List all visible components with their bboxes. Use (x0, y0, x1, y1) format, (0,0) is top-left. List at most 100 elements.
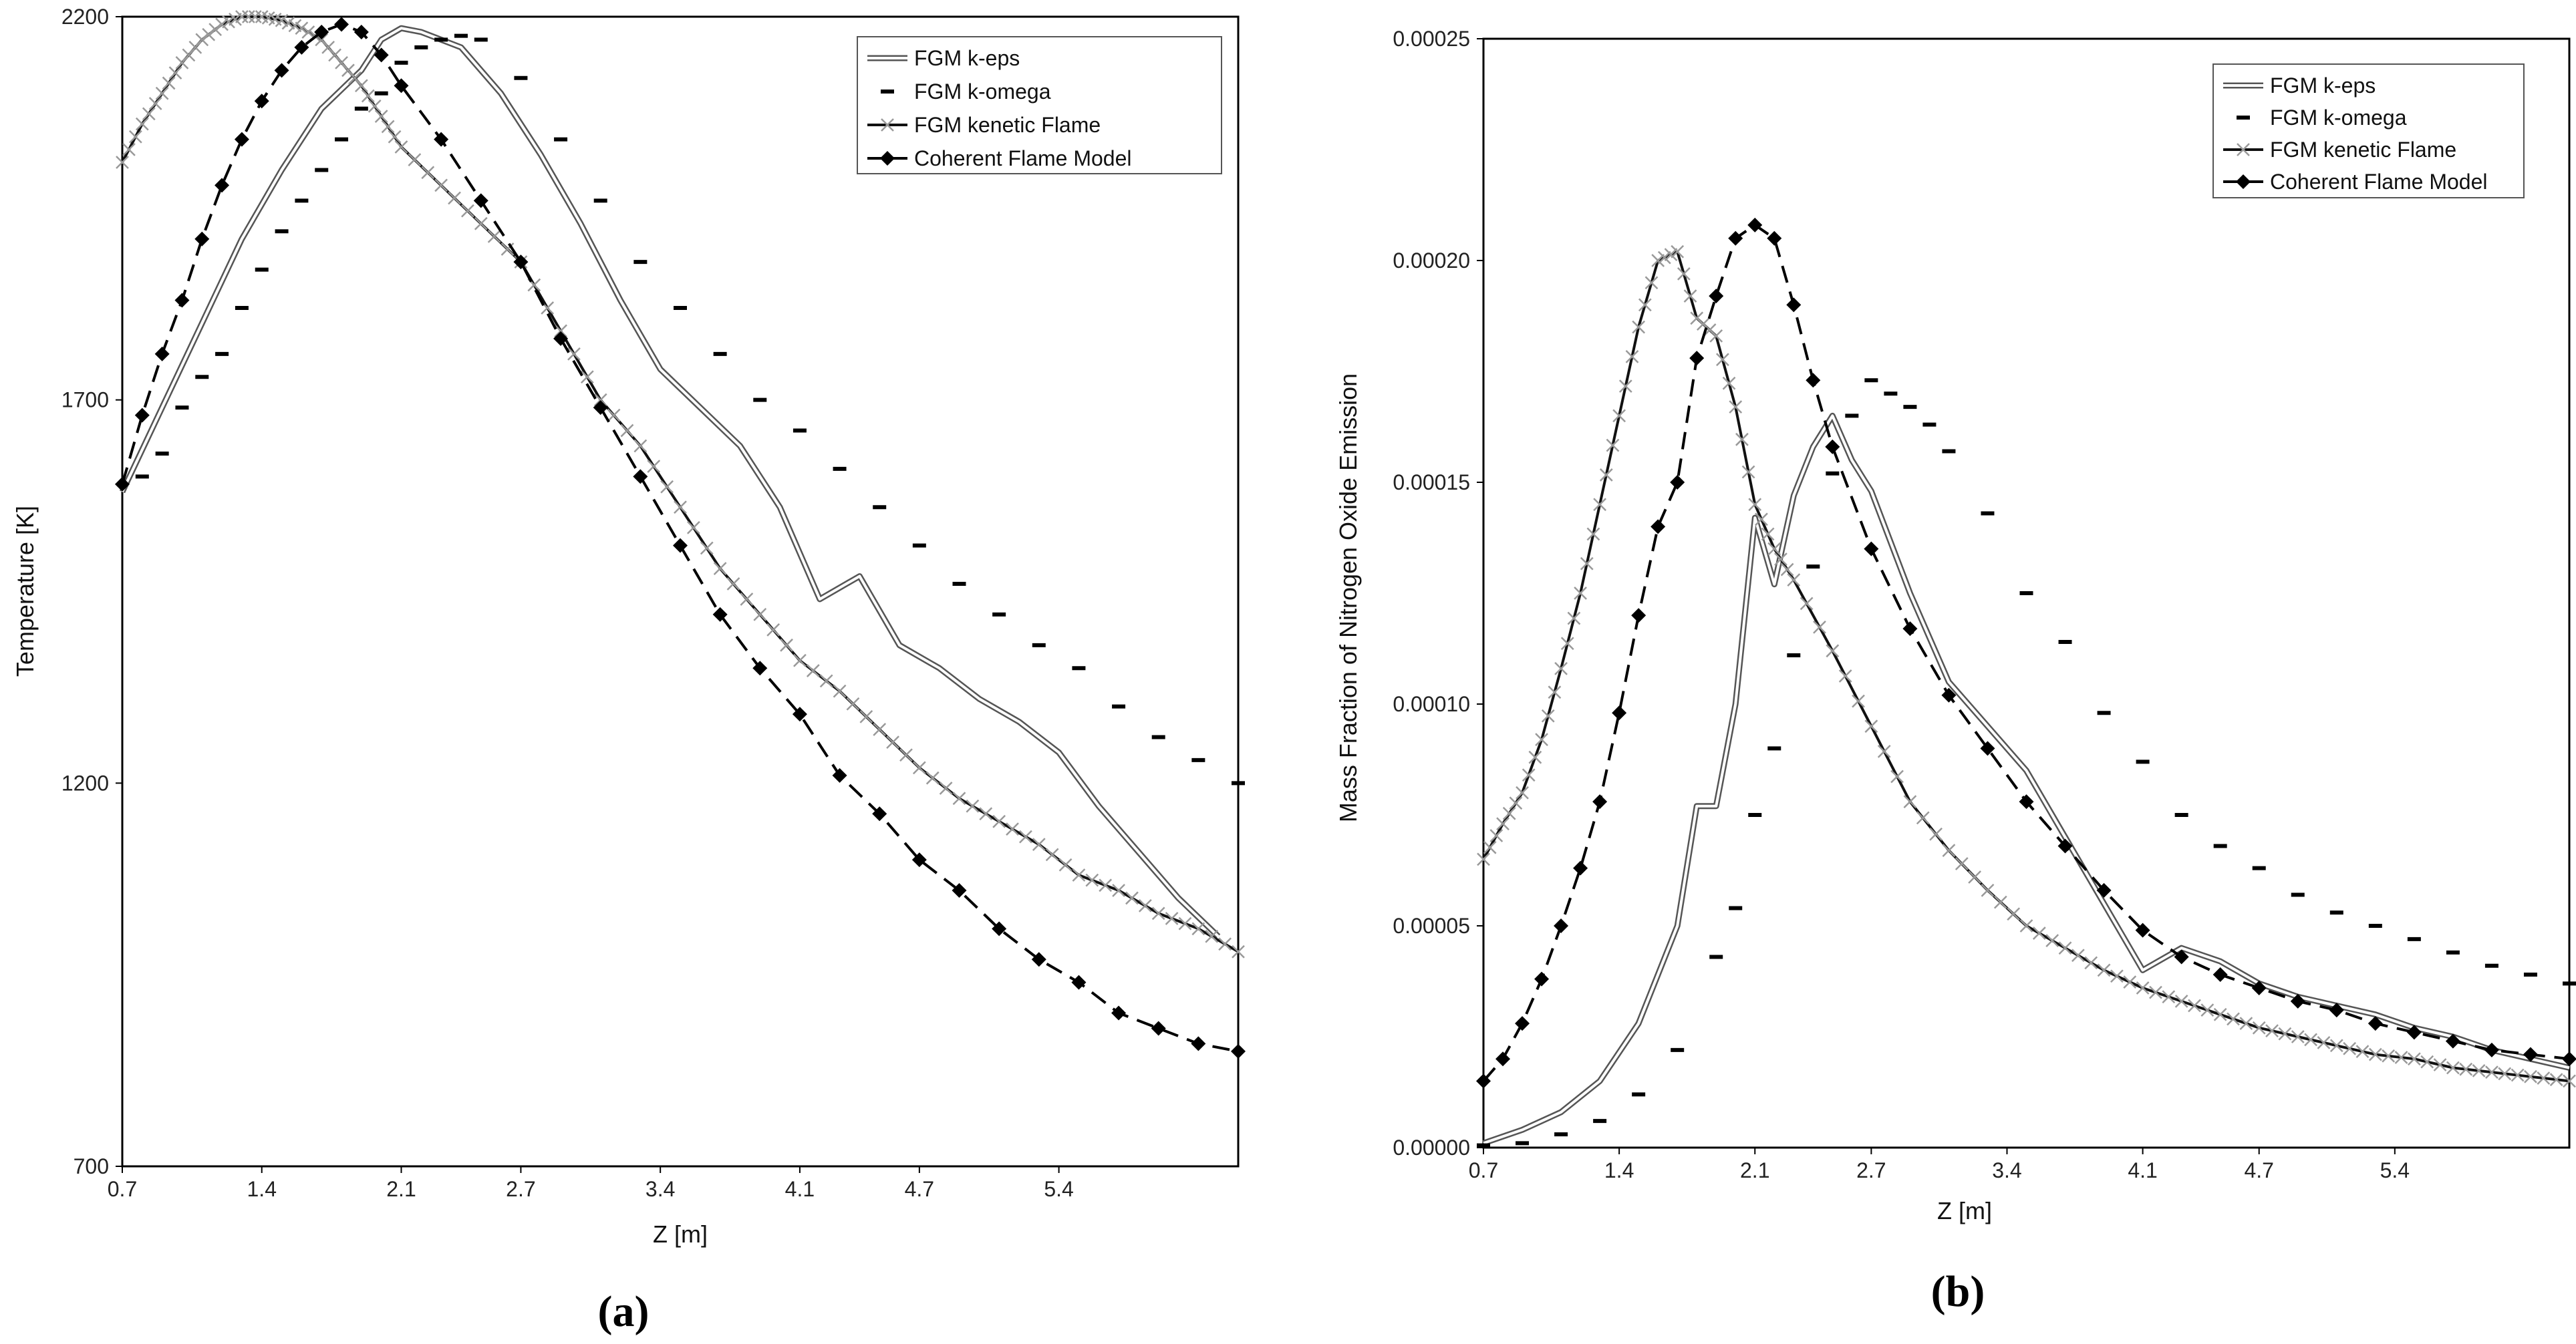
data-point (2329, 1003, 2344, 1018)
data-point (752, 661, 768, 676)
data-point (2523, 1047, 2538, 1062)
data-point (2019, 794, 2034, 810)
series-fgm-kenetic-flame (116, 10, 1245, 959)
data-point (1599, 468, 1613, 482)
data-point (1111, 1005, 1127, 1021)
data-point (1786, 297, 1802, 313)
legend-item: Coherent Flame Model (2223, 170, 2487, 194)
data-point (155, 86, 169, 100)
x-tick-label: 2.1 (1740, 1158, 1769, 1182)
panel-label-a: (a) (598, 1287, 650, 1336)
x-tick-label: 3.4 (1992, 1158, 2021, 1182)
legend-marker (881, 118, 894, 132)
data-point (1031, 952, 1046, 967)
data-point (2459, 1062, 2473, 1076)
data-point (1806, 373, 1821, 388)
legend-item: FGM kenetic Flame (2223, 138, 2456, 162)
data-point (334, 17, 349, 32)
data-point (673, 538, 688, 553)
data-point (2485, 1065, 2498, 1079)
data-point (1548, 685, 1562, 699)
data-point (1554, 918, 1569, 933)
data-point (1496, 817, 1510, 831)
series-fgm-k-eps (119, 25, 1221, 939)
panel-label-b: (b) (1931, 1267, 1985, 1316)
data-point (2251, 980, 2267, 995)
legend-box-a (857, 36, 1222, 174)
y-axis-label-b: Mass Fraction of Nitrogen Oxide Emission (1334, 373, 1362, 822)
data-point (2445, 1033, 2460, 1049)
data-point (135, 117, 149, 131)
data-point (1535, 733, 1548, 747)
legend-b: FGM k-eps FGM k-omega FGM kenetic Flame Coh… (2212, 63, 2525, 198)
series-fgm-k-eps (1482, 412, 2571, 1146)
data-point (1689, 351, 1705, 366)
data-point (1625, 349, 1639, 363)
data-point (1477, 852, 1490, 866)
data-point (2446, 1061, 2460, 1075)
data-point (806, 664, 820, 677)
data-point (1534, 971, 1550, 987)
data-point (952, 882, 967, 898)
data-point (1741, 465, 1755, 479)
data-point (194, 231, 210, 246)
plot-area-a (121, 15, 1240, 1168)
data-point (1125, 891, 1139, 905)
data-point (686, 521, 700, 534)
data-point (753, 608, 767, 621)
data-point (421, 166, 435, 180)
legend-label: FGM kenetic Flame (914, 113, 1101, 137)
data-point (1483, 840, 1497, 854)
data-point (388, 130, 402, 144)
data-point (925, 771, 940, 785)
data-point (1071, 975, 1087, 990)
data-point (1980, 741, 1995, 756)
y-axis-label-a: Temperature [K] (11, 506, 39, 677)
x-tick-label: 5.4 (2380, 1158, 2410, 1182)
data-point (174, 293, 190, 308)
data-point (2227, 1012, 2240, 1026)
data-point (1593, 498, 1606, 512)
legend-label: Coherent Flame Model (914, 146, 1131, 170)
data-point (1709, 289, 1724, 304)
data-point (1670, 475, 1685, 490)
data-point (474, 216, 488, 230)
data-point (1151, 906, 1165, 920)
data-point (2174, 949, 2189, 965)
data-point (886, 735, 899, 749)
data-point (1787, 573, 1801, 586)
data-point (2007, 907, 2021, 921)
data-point (2355, 1045, 2370, 1059)
data-point (1032, 838, 1046, 852)
data-point (1716, 353, 1729, 367)
data-point (1890, 770, 1904, 784)
data-point (2213, 1007, 2227, 1021)
data-point (394, 140, 408, 154)
series-line (121, 15, 1239, 953)
legend-label: FGM k-eps (2270, 73, 2376, 98)
data-point (1232, 945, 1245, 959)
data-point (434, 132, 449, 147)
data-point (1541, 709, 1555, 723)
data-point (1800, 597, 1814, 611)
data-point (2032, 927, 2046, 940)
y-tick-label: 1700 (61, 388, 109, 412)
data-point (1864, 719, 1878, 733)
data-point (2420, 1055, 2434, 1069)
x-axis-label-a: Z [m] (653, 1220, 708, 1248)
data-point (2563, 1074, 2576, 1088)
data-point (992, 814, 1006, 828)
x-tick-label: 2.7 (1856, 1158, 1886, 1182)
data-point (1903, 795, 1917, 808)
data-point (2162, 990, 2176, 1004)
y-tick-label: 1200 (61, 771, 109, 795)
data-point (2096, 882, 2112, 898)
data-point (1612, 409, 1626, 423)
data-point (1748, 498, 1762, 512)
x-tick-label: 4.1 (785, 1177, 815, 1201)
data-point (1072, 868, 1086, 882)
data-point (1838, 669, 1852, 683)
legend-marker (2237, 143, 2250, 156)
data-point (1580, 556, 1594, 570)
data-point (2498, 1067, 2512, 1081)
